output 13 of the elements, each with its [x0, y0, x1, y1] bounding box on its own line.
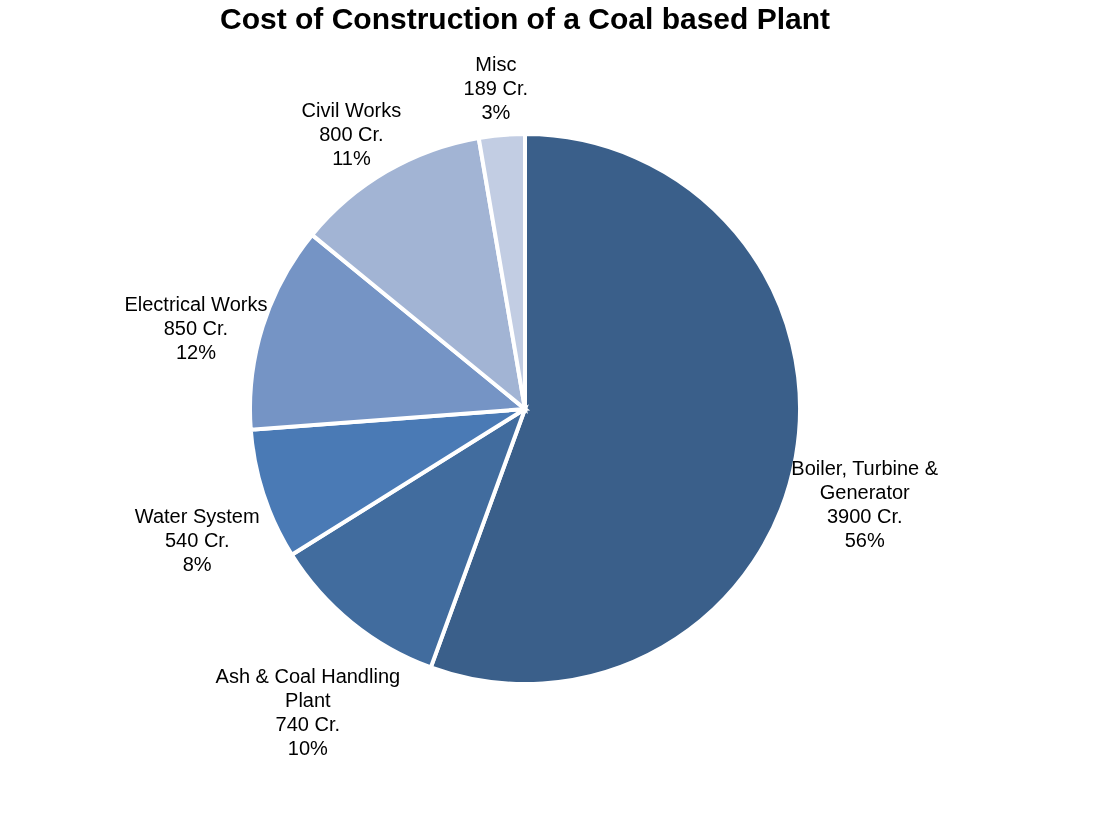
slice-label: Water System — [134, 504, 260, 527]
data-label: 540 Cr. 8% — [164, 528, 230, 575]
slice-label: Civil Works — [301, 98, 402, 121]
slice-label: Boiler, Turbine & Generator — [791, 456, 939, 503]
data-label: 3900 Cr. 56% — [826, 504, 903, 551]
data-label: 800 Cr. 11% — [319, 122, 384, 169]
slice-label: Ash & Coal Handling Plant — [215, 665, 401, 712]
data-label: 850 Cr. 12% — [163, 317, 229, 364]
data-label: 740 Cr. 10% — [275, 713, 341, 760]
slice-label: Misc — [475, 53, 517, 76]
slice-label: Electrical Works — [124, 293, 268, 316]
data-label: 189 Cr. 3% — [463, 77, 529, 124]
chart-title: Cost of Construction of a Coal based Plant — [219, 2, 831, 35]
